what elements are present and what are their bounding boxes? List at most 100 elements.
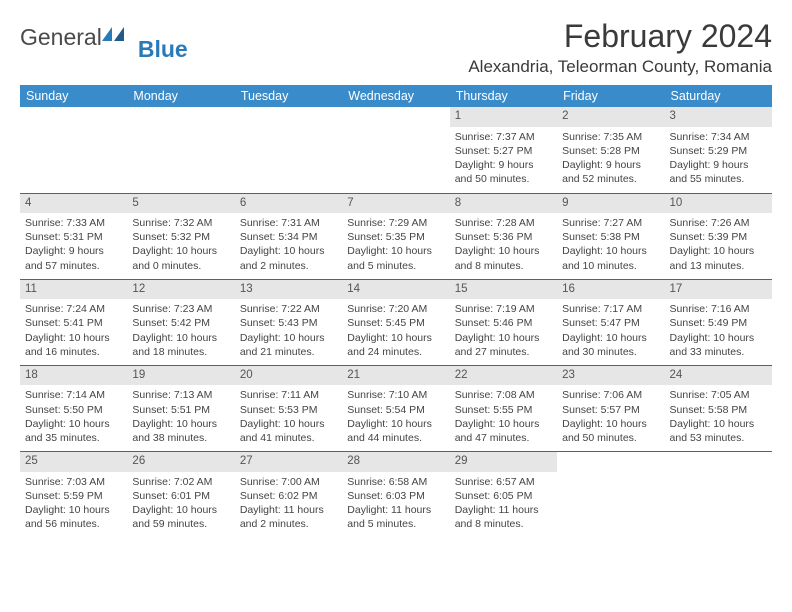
sunset-text: Sunset: 5:53 PM	[240, 403, 337, 417]
sunset-text: Sunset: 5:46 PM	[455, 316, 552, 330]
sunrise-text: Sunrise: 7:03 AM	[25, 475, 122, 489]
weekday-header: Monday	[127, 85, 234, 107]
calendar-cell: 8Sunrise: 7:28 AMSunset: 5:36 PMDaylight…	[450, 193, 557, 279]
day-number: 3	[665, 107, 772, 127]
day-info: Sunrise: 7:20 AMSunset: 5:45 PMDaylight:…	[347, 302, 444, 359]
sunset-text: Sunset: 6:02 PM	[240, 489, 337, 503]
calendar-cell	[127, 107, 234, 193]
day-info: Sunrise: 7:31 AMSunset: 5:34 PMDaylight:…	[240, 216, 337, 273]
day-number: 6	[235, 194, 342, 214]
daylight-text: Daylight: 10 hours and 2 minutes.	[240, 244, 337, 272]
daylight-text: Daylight: 9 hours and 57 minutes.	[25, 244, 122, 272]
day-number: 4	[20, 194, 127, 214]
day-info: Sunrise: 7:00 AMSunset: 6:02 PMDaylight:…	[240, 475, 337, 532]
daylight-text: Daylight: 10 hours and 33 minutes.	[670, 331, 767, 359]
calendar-header-row: SundayMondayTuesdayWednesdayThursdayFrid…	[20, 85, 772, 107]
sunset-text: Sunset: 5:43 PM	[240, 316, 337, 330]
sunrise-text: Sunrise: 7:08 AM	[455, 388, 552, 402]
day-number: 9	[557, 194, 664, 214]
sunset-text: Sunset: 5:35 PM	[347, 230, 444, 244]
calendar-body: 1Sunrise: 7:37 AMSunset: 5:27 PMDaylight…	[20, 107, 772, 538]
day-info: Sunrise: 7:19 AMSunset: 5:46 PMDaylight:…	[455, 302, 552, 359]
day-number: 13	[235, 280, 342, 300]
daylight-text: Daylight: 10 hours and 50 minutes.	[562, 417, 659, 445]
daylight-text: Daylight: 10 hours and 53 minutes.	[670, 417, 767, 445]
sunrise-text: Sunrise: 7:00 AM	[240, 475, 337, 489]
daylight-text: Daylight: 10 hours and 24 minutes.	[347, 331, 444, 359]
calendar-week: 11Sunrise: 7:24 AMSunset: 5:41 PMDayligh…	[20, 279, 772, 365]
day-info: Sunrise: 7:28 AMSunset: 5:36 PMDaylight:…	[455, 216, 552, 273]
weekday-header: Friday	[557, 85, 664, 107]
day-info: Sunrise: 7:17 AMSunset: 5:47 PMDaylight:…	[562, 302, 659, 359]
day-number: 5	[127, 194, 234, 214]
calendar-cell: 18Sunrise: 7:14 AMSunset: 5:50 PMDayligh…	[20, 365, 127, 451]
sunrise-text: Sunrise: 7:11 AM	[240, 388, 337, 402]
calendar-cell: 17Sunrise: 7:16 AMSunset: 5:49 PMDayligh…	[665, 279, 772, 365]
day-info: Sunrise: 7:26 AMSunset: 5:39 PMDaylight:…	[670, 216, 767, 273]
day-info: Sunrise: 7:32 AMSunset: 5:32 PMDaylight:…	[132, 216, 229, 273]
sunset-text: Sunset: 5:51 PM	[132, 403, 229, 417]
calendar-cell: 22Sunrise: 7:08 AMSunset: 5:55 PMDayligh…	[450, 365, 557, 451]
daylight-text: Daylight: 10 hours and 44 minutes.	[347, 417, 444, 445]
daylight-text: Daylight: 10 hours and 59 minutes.	[132, 503, 229, 531]
day-number: 1	[450, 107, 557, 127]
daylight-text: Daylight: 10 hours and 30 minutes.	[562, 331, 659, 359]
sunrise-text: Sunrise: 7:29 AM	[347, 216, 444, 230]
day-number: 17	[665, 280, 772, 300]
day-info: Sunrise: 7:14 AMSunset: 5:50 PMDaylight:…	[25, 388, 122, 445]
daylight-text: Daylight: 10 hours and 56 minutes.	[25, 503, 122, 531]
sunset-text: Sunset: 5:42 PM	[132, 316, 229, 330]
day-info: Sunrise: 7:05 AMSunset: 5:58 PMDaylight:…	[670, 388, 767, 445]
sunrise-text: Sunrise: 7:16 AM	[670, 302, 767, 316]
sunrise-text: Sunrise: 7:06 AM	[562, 388, 659, 402]
calendar-cell: 2 Sunrise: 7:35 AMSunset: 5:28 PMDaylight…	[557, 107, 664, 193]
calendar-cell: 12Sunrise: 7:23 AMSunset: 5:42 PMDayligh…	[127, 279, 234, 365]
sunset-text: Sunset: 5:54 PM	[347, 403, 444, 417]
sunrise-text: Sunrise: 7:23 AM	[132, 302, 229, 316]
calendar-cell: 10Sunrise: 7:26 AMSunset: 5:39 PMDayligh…	[665, 193, 772, 279]
day-number: 26	[127, 452, 234, 472]
daylight-text: Daylight: 10 hours and 16 minutes.	[25, 331, 122, 359]
day-info: Sunrise: 7:35 AMSunset: 5:28 PMDaylight:…	[562, 130, 659, 187]
title-block: February 2024 Alexandria, Teleorman Coun…	[468, 18, 772, 77]
daylight-text: Daylight: 11 hours and 5 minutes.	[347, 503, 444, 531]
sunrise-text: Sunrise: 7:26 AM	[670, 216, 767, 230]
sunset-text: Sunset: 5:38 PM	[562, 230, 659, 244]
day-info: Sunrise: 7:22 AMSunset: 5:43 PMDaylight:…	[240, 302, 337, 359]
day-number: 16	[557, 280, 664, 300]
calendar-cell: 21Sunrise: 7:10 AMSunset: 5:54 PMDayligh…	[342, 365, 449, 451]
day-info: Sunrise: 7:23 AMSunset: 5:42 PMDaylight:…	[132, 302, 229, 359]
day-info: Sunrise: 7:02 AMSunset: 6:01 PMDaylight:…	[132, 475, 229, 532]
sunrise-text: Sunrise: 7:05 AM	[670, 388, 767, 402]
sunset-text: Sunset: 5:41 PM	[25, 316, 122, 330]
daylight-text: Daylight: 10 hours and 8 minutes.	[455, 244, 552, 272]
sunset-text: Sunset: 5:31 PM	[25, 230, 122, 244]
weekday-header: Wednesday	[342, 85, 449, 107]
sunset-text: Sunset: 5:27 PM	[455, 144, 552, 158]
calendar-cell: 1Sunrise: 7:37 AMSunset: 5:27 PMDaylight…	[450, 107, 557, 193]
day-number: 14	[342, 280, 449, 300]
sunrise-text: Sunrise: 7:10 AM	[347, 388, 444, 402]
daylight-text: Daylight: 9 hours and 50 minutes.	[455, 158, 552, 186]
day-info: Sunrise: 7:24 AMSunset: 5:41 PMDaylight:…	[25, 302, 122, 359]
calendar-cell: 26 Sunrise: 7:02 AMSunset: 6:01 PMDayligh…	[127, 452, 234, 538]
sunset-text: Sunset: 5:57 PM	[562, 403, 659, 417]
daylight-text: Daylight: 10 hours and 38 minutes.	[132, 417, 229, 445]
sunrise-text: Sunrise: 7:31 AM	[240, 216, 337, 230]
day-number: 29	[450, 452, 557, 472]
sunset-text: Sunset: 5:29 PM	[670, 144, 767, 158]
sunset-text: Sunset: 5:32 PM	[132, 230, 229, 244]
day-number: 2	[557, 107, 664, 127]
daylight-text: Daylight: 11 hours and 2 minutes.	[240, 503, 337, 531]
sunrise-text: Sunrise: 7:19 AM	[455, 302, 552, 316]
calendar-cell: 4Sunrise: 7:33 AMSunset: 5:31 PMDaylight…	[20, 193, 127, 279]
calendar-cell: 13Sunrise: 7:22 AMSunset: 5:43 PMDayligh…	[235, 279, 342, 365]
day-number: 18	[20, 366, 127, 386]
day-info: Sunrise: 7:10 AMSunset: 5:54 PMDaylight:…	[347, 388, 444, 445]
daylight-text: Daylight: 10 hours and 18 minutes.	[132, 331, 229, 359]
logo-text-blue: Blue	[138, 36, 188, 63]
daylight-text: Daylight: 10 hours and 41 minutes.	[240, 417, 337, 445]
sunset-text: Sunset: 5:50 PM	[25, 403, 122, 417]
daylight-text: Daylight: 10 hours and 47 minutes.	[455, 417, 552, 445]
weekday-header: Saturday	[665, 85, 772, 107]
